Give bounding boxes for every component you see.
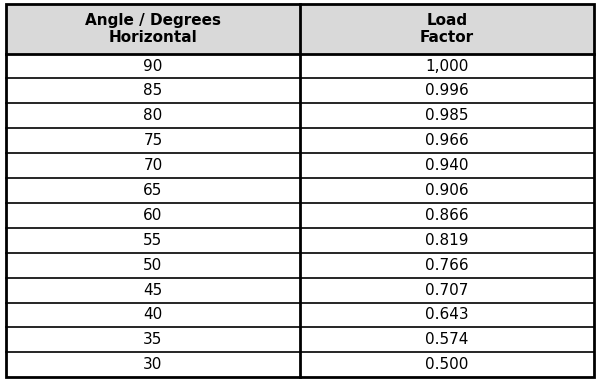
FancyBboxPatch shape [6,278,594,303]
FancyBboxPatch shape [6,103,594,128]
Text: 80: 80 [143,108,163,123]
Text: 50: 50 [143,258,163,273]
Text: 60: 60 [143,208,163,223]
Text: 85: 85 [143,83,163,98]
Text: 75: 75 [143,133,163,148]
Text: 0.707: 0.707 [425,283,469,298]
FancyBboxPatch shape [6,54,594,78]
FancyBboxPatch shape [6,4,594,54]
Text: 0.940: 0.940 [425,158,469,173]
FancyBboxPatch shape [6,203,594,228]
Text: 0.866: 0.866 [425,208,469,223]
Text: 70: 70 [143,158,163,173]
FancyBboxPatch shape [6,178,594,203]
FancyBboxPatch shape [6,327,594,352]
Text: 0.996: 0.996 [425,83,469,98]
Text: 90: 90 [143,59,163,74]
Text: 1,000: 1,000 [425,59,469,74]
Text: Load
Factor: Load Factor [420,13,474,45]
Text: 0.766: 0.766 [425,258,469,273]
FancyBboxPatch shape [6,303,594,327]
FancyBboxPatch shape [6,78,594,103]
Text: Angle / Degrees
Horizontal: Angle / Degrees Horizontal [85,13,221,45]
Text: 0.819: 0.819 [425,233,469,248]
FancyBboxPatch shape [6,153,594,178]
Text: 40: 40 [143,307,163,322]
FancyBboxPatch shape [6,253,594,278]
Text: 35: 35 [143,332,163,347]
FancyBboxPatch shape [6,128,594,153]
Text: 0.574: 0.574 [425,332,469,347]
Text: 0.643: 0.643 [425,307,469,322]
FancyBboxPatch shape [6,228,594,253]
Text: 0.966: 0.966 [425,133,469,148]
Text: 30: 30 [143,357,163,372]
FancyBboxPatch shape [6,352,594,377]
Text: 0.906: 0.906 [425,183,469,198]
Text: 45: 45 [143,283,163,298]
Text: 0.985: 0.985 [425,108,469,123]
Text: 55: 55 [143,233,163,248]
Text: 65: 65 [143,183,163,198]
Text: 0.500: 0.500 [425,357,469,372]
